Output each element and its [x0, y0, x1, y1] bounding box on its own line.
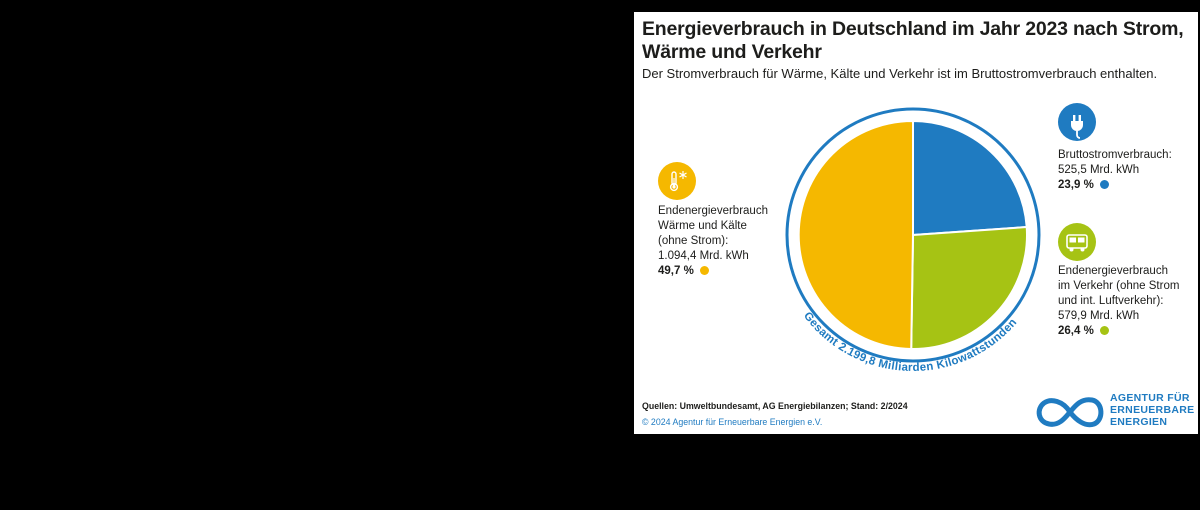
label-transport-line: im Verkehr (ohne Strom — [1058, 280, 1180, 292]
pie-slice-electricity — [912, 119, 1028, 237]
label-heat-line: (ohne Strom): — [658, 235, 729, 247]
label-transport-line: 579,9 Mrd. kWh — [1058, 310, 1140, 322]
copyright-note: © 2024 Agentur für Erneuerbare Energien … — [642, 417, 823, 427]
plug-icon — [1058, 103, 1096, 141]
pie-chart: Gesamt 2.199,8 Milliarden Kilowattstunde… — [785, 107, 1041, 374]
bus-icon — [1058, 223, 1096, 261]
transport-icon-badge — [1058, 223, 1096, 261]
label-heat-line: 1.094,4 Mrd. kWh — [658, 250, 749, 262]
label-heat: Endenergieverbrauch Wärme und Kälte (ohn… — [658, 204, 768, 279]
logo-line: ERNEUERBARE — [1110, 404, 1195, 416]
logo-line: AGENTUR FÜR — [1110, 392, 1190, 404]
percent-transport: 26,4 % — [1058, 325, 1094, 337]
aee-logo: AGENTUR FÜR ERNEUERBARE ENERGIEN — [1032, 392, 1196, 432]
chart-subtitle: Der Stromverbrauch für Wärme, Kälte und … — [642, 66, 1158, 81]
legend-dot-heat — [699, 266, 709, 275]
total-ring — [785, 107, 1041, 363]
logo-wordmark: AGENTUR FÜR ERNEUERBARE ENERGIEN — [1110, 392, 1194, 428]
sources-note: Quellen: Umweltbundesamt, AG Energiebila… — [642, 401, 908, 411]
label-transport-line: und int. Luftverkehr): — [1058, 295, 1164, 307]
legend-dot-electricity — [1099, 180, 1109, 189]
thermometer-snowflake-icon — [658, 162, 696, 200]
pie-slice-transport — [910, 225, 1028, 350]
pie-slice-heat — [797, 119, 914, 351]
percent-heat: 49,7 % — [658, 265, 694, 277]
label-electricity: Bruttostromverbrauch: 525,5 Mrd. kWh 23,… — [1058, 148, 1172, 193]
chart-title: Energieverbrauch in Deutschland im Jahr … — [642, 18, 1184, 63]
label-electricity-line: 525,5 Mrd. kWh — [1058, 164, 1140, 176]
label-electricity-line: Bruttostromverbrauch: — [1058, 149, 1172, 161]
legend-dot-transport — [1099, 326, 1109, 335]
label-heat-line: Endenergieverbrauch — [658, 205, 768, 217]
label-heat-line: Wärme und Kälte — [658, 220, 747, 232]
logo-line: ENERGIEN — [1110, 416, 1168, 428]
label-transport: Endenergieverbrauch im Verkehr (ohne Str… — [1058, 264, 1179, 339]
infinity-logo-icon — [1036, 397, 1104, 428]
label-transport-line: Endenergieverbrauch — [1058, 265, 1168, 277]
heat-icon-badge — [658, 162, 696, 200]
infographic-card: Energieverbrauch in Deutschland im Jahr … — [634, 12, 1198, 434]
electricity-icon-badge — [1058, 103, 1096, 141]
percent-electricity: 23,9 % — [1058, 179, 1094, 191]
